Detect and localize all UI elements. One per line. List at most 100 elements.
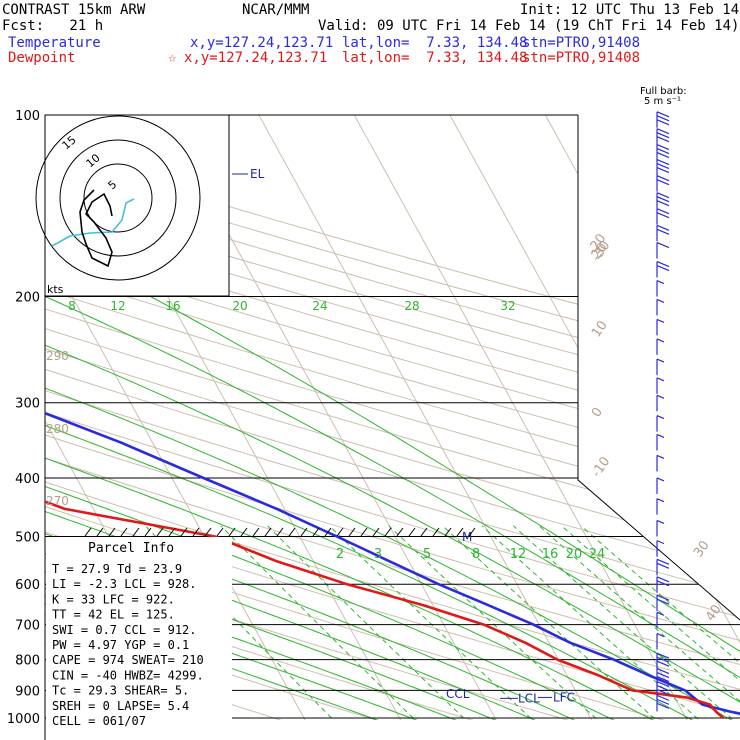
wind-barb	[656, 241, 670, 259]
pressure-label: 1000	[7, 712, 40, 727]
wind-barb	[656, 128, 670, 145]
wind-barb	[656, 594, 670, 612]
parcel-info-row: PW = 4.97 YGP = 0.1	[52, 638, 189, 652]
barb-flag	[656, 694, 670, 701]
wind-barb	[656, 433, 665, 451]
wind-barb	[656, 540, 665, 557]
wind-barb	[656, 111, 670, 128]
legend-temperature-xy: x,y=127.24,123.71	[190, 35, 334, 51]
mixing-ratio-label: 3	[374, 547, 382, 562]
mixing-ratio-label: 5	[423, 547, 431, 562]
hatch-mark	[372, 527, 380, 537]
isotherm	[251, 115, 598, 720]
el-marker: EL	[250, 167, 265, 181]
barb-flag	[656, 594, 670, 601]
hatch-mark	[144, 527, 152, 537]
wind-barb	[656, 576, 670, 593]
pressure-label: 200	[15, 291, 40, 306]
parcel-info-title: Parcel Info	[88, 541, 174, 556]
theta-label: 270	[46, 494, 69, 508]
hatch-mark	[120, 527, 128, 537]
mixing-ratio-label: 16	[542, 547, 559, 562]
mixing-ratio-label: 8	[472, 547, 480, 562]
mixing-ratio-label: 24	[589, 547, 606, 562]
barb-flag	[656, 279, 665, 285]
legend-dewpoint-name: Dewpoint	[8, 50, 76, 66]
barb-flag	[656, 611, 665, 616]
hatch-mark	[168, 527, 176, 537]
wind-barb	[656, 298, 665, 316]
dry-adiabat	[45, 115, 740, 720]
wind-barb	[656, 192, 670, 209]
valid-time: Valid: 09 UTC Fri 14 Feb 14 (19 ChT Fri …	[318, 18, 740, 34]
theta-label: 280	[46, 422, 69, 436]
center-label: NCAR/MMM	[242, 2, 310, 18]
isotherm-label: 40	[703, 602, 725, 624]
mixing-ratio-line	[220, 525, 427, 720]
mixing-ratio-label: 24	[312, 299, 327, 313]
pressure-label: 600	[15, 578, 40, 593]
pressure-label: 100	[15, 109, 40, 124]
moist-adiabat	[45, 332, 407, 720]
barb-flag	[656, 175, 670, 182]
parcel-info-row: CAPE = 974 SWEAT= 210	[52, 653, 204, 667]
isotherm-label: 10	[589, 318, 611, 340]
barb-flag	[656, 162, 670, 170]
wind-barb	[656, 318, 665, 336]
barb-flag	[656, 152, 670, 159]
hatch-mark	[408, 527, 416, 537]
dry-adiabat	[45, 115, 740, 720]
mixing-ratio-label: 16	[165, 299, 180, 313]
barb-flag	[656, 111, 670, 118]
isotherm	[442, 115, 740, 720]
parcel-info-row: CIN = -40 HWBZ= 4299.	[52, 668, 204, 682]
pressure-label: 300	[15, 397, 40, 412]
barb-flag	[656, 394, 665, 399]
parcel-info-row: Tc = 29.3 SHEAR= 5.	[52, 684, 189, 698]
barb-flag	[656, 580, 670, 587]
isotherm	[0, 102, 25, 731]
hodograph-ring	[59, 139, 177, 257]
pressure-label: 400	[15, 472, 40, 487]
barb-flag	[656, 241, 670, 249]
barb-flag	[656, 358, 665, 363]
barb-header-line1: Full barb:	[640, 86, 687, 97]
barb-flag	[656, 454, 665, 459]
hatch-mark	[348, 527, 356, 537]
wind-barb	[656, 633, 665, 650]
init-time: Init: 12 UTC Thu 13 Feb 14	[520, 2, 740, 18]
hatch-mark	[396, 527, 404, 537]
hatch-mark	[96, 527, 104, 537]
barb-flag	[656, 208, 670, 215]
wind-barb	[656, 558, 670, 576]
barb-flag	[656, 192, 670, 199]
barb-flag	[656, 338, 665, 343]
mixing-ratio-line	[388, 525, 610, 720]
barb-flag	[656, 200, 670, 207]
dry-adiabat	[45, 115, 740, 720]
mixing-ratio-label: 12	[510, 547, 527, 562]
wind-barb	[656, 175, 670, 192]
barb-flag	[656, 158, 670, 166]
hatch-mark	[204, 527, 212, 537]
dry-adiabat	[45, 115, 740, 720]
mixing-ratio-label: 2	[336, 547, 344, 562]
hatch-mark	[216, 527, 224, 537]
dry-adiabat	[45, 115, 740, 720]
wind-barb	[656, 260, 670, 278]
barb-flag	[656, 698, 670, 705]
barb-flag	[656, 685, 670, 692]
barb-flag	[656, 576, 670, 583]
pressure-label: 900	[15, 684, 40, 699]
barb-flag	[656, 689, 670, 696]
hatch-mark	[84, 527, 92, 537]
legend-temperature-name: Temperature	[8, 35, 101, 51]
mixing-ratio-label: 32	[500, 299, 515, 313]
isotherm-label: -10	[589, 454, 613, 480]
hatch-mark	[276, 527, 284, 537]
parcel-info-row: LI = -2.3 LCL = 928.	[52, 577, 197, 591]
barb-flag	[656, 377, 665, 382]
dry-adiabat	[45, 115, 509, 720]
legend-dewpoint-xy: x,y=127.24,123.71	[184, 50, 328, 66]
